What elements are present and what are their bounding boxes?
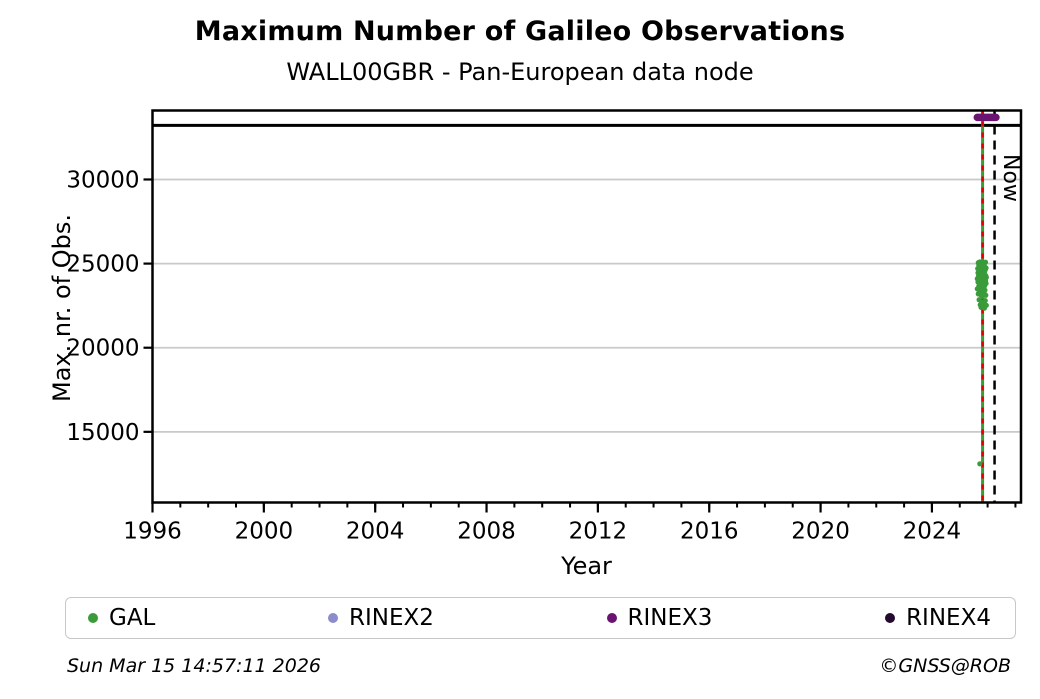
data-point — [977, 461, 983, 467]
legend-item-label: RINEX3 — [627, 605, 713, 631]
chart-title: Maximum Number of Galileo Observations — [194, 16, 846, 47]
credit-text: ©GNSS@ROB — [879, 655, 1011, 677]
spines — [151, 109, 1023, 504]
timestamp-text: Sun Mar 15 14:57:11 2026 — [67, 655, 322, 677]
y-tick-label: 20000 — [66, 336, 139, 362]
now-annotation: Now — [998, 154, 1023, 202]
x-tick-label: 2024 — [903, 519, 962, 545]
data-point — [982, 287, 988, 293]
legend-marker-dot — [606, 613, 617, 623]
x-tick-label: 1996 — [123, 519, 182, 545]
x-tick-labels: 1996 2000 2004 2008 2012 2016 2020 2024 — [123, 519, 961, 545]
legend-item-label: GAL — [109, 605, 156, 631]
y-tick-label: 30000 — [66, 167, 139, 193]
data-point — [983, 280, 989, 287]
x-tick-label: 2004 — [346, 519, 405, 545]
data-point — [983, 292, 989, 298]
legend-item-rinex2[interactable]: RINEX2 — [328, 605, 434, 631]
x-tick-label: 2012 — [569, 519, 628, 545]
plot-border — [151, 109, 1023, 504]
chart-subtitle: WALL00GBR - Pan-European data node — [286, 58, 754, 86]
data-point — [983, 274, 989, 280]
x-tick-label: 2008 — [457, 519, 516, 545]
data-point — [983, 265, 989, 271]
data-point — [982, 298, 988, 304]
series-gal-points — [974, 259, 989, 467]
legend-item-rinex4[interactable]: RINEX4 — [885, 605, 991, 631]
x-tick-label: 2016 — [680, 519, 739, 545]
y-tick-label: 15000 — [66, 420, 139, 446]
legend-marker-dot — [88, 613, 98, 623]
y-axis-label: Max. nr. of Obs. — [48, 213, 76, 403]
legend-item-gal[interactable]: GAL — [88, 605, 155, 631]
x-tick-label: 2020 — [791, 519, 850, 545]
legend-marker-dot — [885, 613, 896, 623]
x-tick-label: 2000 — [235, 519, 294, 545]
data-point — [983, 302, 989, 308]
y-tick-labels: 15000 20000 25000 30000 — [66, 167, 139, 445]
data-point — [982, 259, 989, 265]
legend-item-label: RINEX2 — [349, 605, 434, 631]
legend-item-rinex3[interactable]: RINEX3 — [606, 605, 713, 631]
legend-marker-dot — [328, 613, 338, 623]
x-axis-label: Year — [561, 552, 612, 580]
legend-box: GAL RINEX2 RINEX3 RINEX4 — [65, 597, 1016, 639]
gridlines — [152, 178, 1021, 433]
reference-lines — [152, 110, 1021, 503]
y-tick-label: 25000 — [66, 252, 139, 278]
axis-ticks — [143, 178, 1017, 513]
legend-item-label: RINEX4 — [906, 605, 991, 631]
